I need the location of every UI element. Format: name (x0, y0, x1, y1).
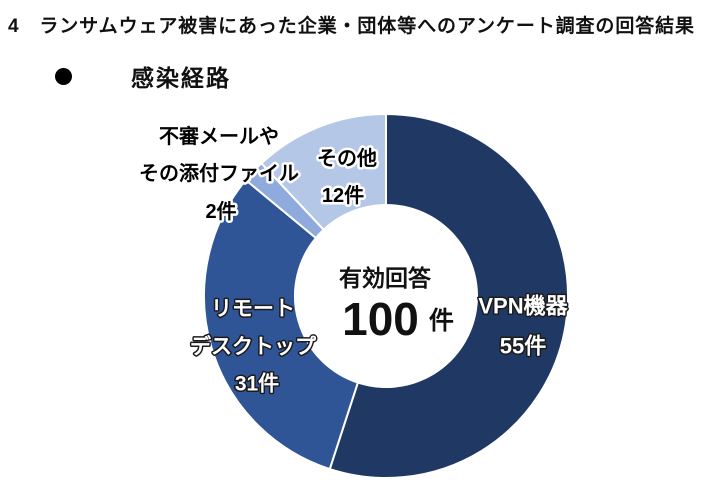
label-other-count: 12件 (322, 183, 364, 207)
section-heading: 感染経路 (55, 59, 231, 93)
label-remote-line2: デスクトップ (190, 335, 317, 359)
label-other-name: その他 (317, 146, 377, 170)
label-remote-line1: リモート (211, 298, 295, 321)
section-heading-label: 感染経路 (131, 65, 231, 91)
center-caption: 有効回答 (339, 265, 432, 291)
label-email-line2: その添付ファイル (139, 161, 299, 185)
center-total-unit: 件 (429, 307, 454, 335)
label-remote-count: 31件 (235, 373, 279, 396)
center-total-value: 100 (342, 293, 419, 345)
page-title: 4 ランサムウェア被害にあった企業・団体等へのアンケート調査の回答結果 (8, 16, 695, 37)
center-label: 有効回答 100 件 (339, 265, 454, 345)
center-total: 100 件 (342, 293, 454, 345)
label-email-line1: 不審メールや (159, 124, 279, 148)
label-vpn-name: VPN機器 (478, 294, 568, 319)
slice-labels: VPN機器 55件 リモート デスクトップ 31件 不審メールや その添付ファイ… (137, 122, 571, 398)
slice-vpn-equipment (328, 113, 569, 479)
bullet-icon (55, 67, 72, 85)
slice-other (260, 113, 387, 231)
label-vpn-count: 55件 (500, 334, 546, 359)
donut-slices (203, 113, 569, 479)
label-email-count: 2件 (205, 199, 236, 223)
slice-remote-desktop (203, 178, 359, 471)
